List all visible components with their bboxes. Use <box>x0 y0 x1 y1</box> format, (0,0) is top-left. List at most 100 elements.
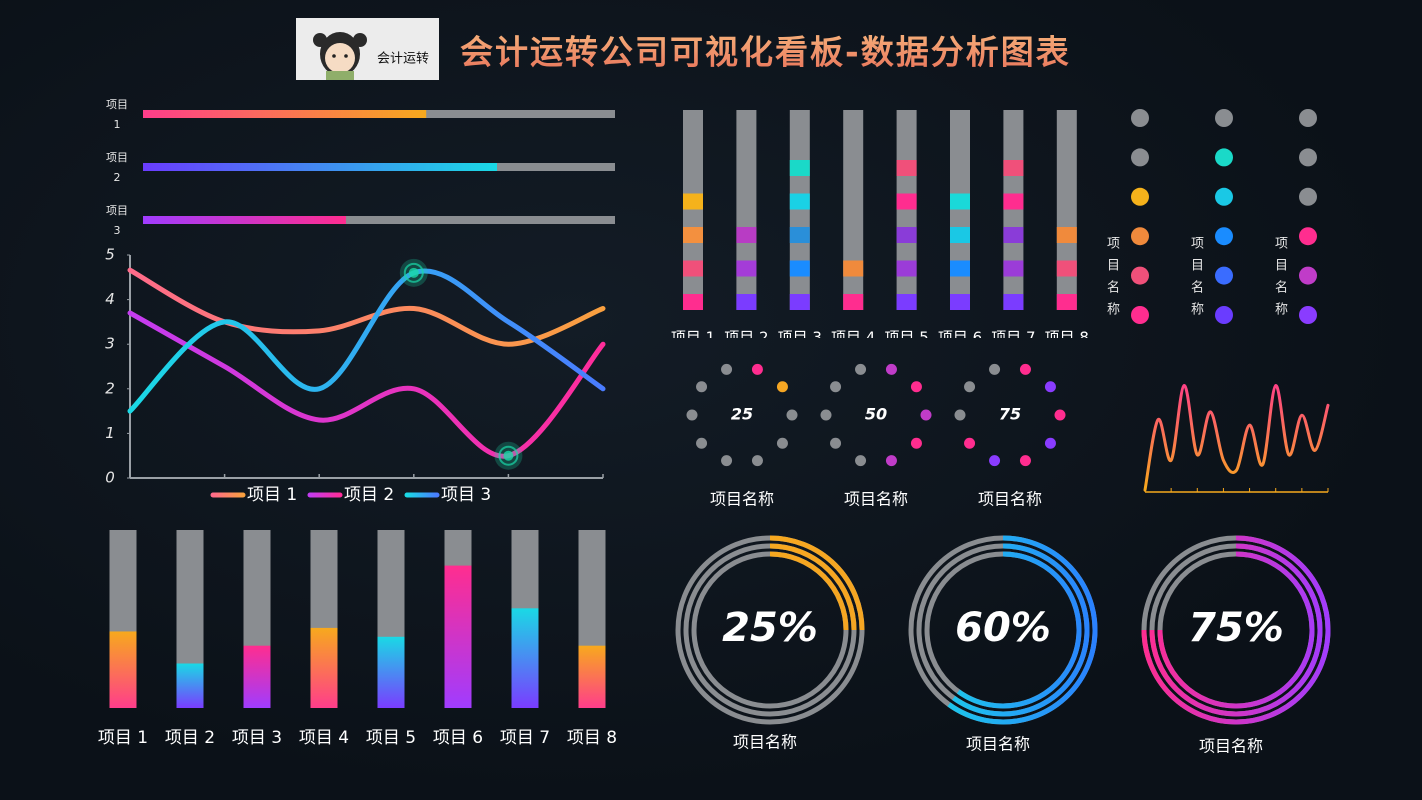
ring-dot <box>1019 455 1031 467</box>
dot <box>1215 266 1233 285</box>
legend-label: 项目 2 <box>344 485 394 505</box>
segment <box>789 193 810 210</box>
ring-dot <box>1044 381 1056 393</box>
segment <box>736 227 757 243</box>
ring-dot <box>885 455 897 467</box>
line-series <box>127 268 606 414</box>
dot <box>1299 306 1317 324</box>
x-tick-label: 项目 5 <box>884 329 928 347</box>
segment <box>896 260 917 277</box>
donut-arc <box>1149 543 1323 717</box>
segment <box>896 160 917 176</box>
donut-value: 60% <box>955 605 1051 651</box>
segment <box>896 294 917 310</box>
logo-text: 会计运转 <box>377 52 429 67</box>
ring-dot <box>989 455 1001 467</box>
donut-label: 项目名称 <box>966 735 1030 754</box>
segment <box>1003 260 1024 277</box>
x-tick-label: 项目 7 <box>991 329 1035 347</box>
y-tick-label: 3 <box>105 335 115 353</box>
dot <box>1299 227 1317 246</box>
progress-bar <box>143 110 427 118</box>
donut-label: 项目名称 <box>1199 737 1263 756</box>
bar <box>511 608 539 708</box>
segment-track <box>1003 110 1024 310</box>
logo-eye <box>332 54 336 58</box>
x-tick-label: 项目 8 <box>567 728 617 748</box>
dot <box>1215 306 1233 324</box>
ring-dot-empty <box>696 381 708 393</box>
donut-label: 项目名称 <box>733 733 797 752</box>
bar <box>243 645 271 708</box>
ring-dot-empty <box>855 363 867 375</box>
segment-track <box>896 110 917 310</box>
ring-dot-empty <box>830 437 842 449</box>
ring-dot-empty <box>751 455 763 467</box>
segment <box>736 294 757 310</box>
segment <box>1003 294 1024 310</box>
x-tick-label: 项目 3 <box>778 329 822 347</box>
segment <box>683 227 703 243</box>
logo: 会计运转 <box>296 18 439 80</box>
donut-arc <box>947 535 1098 725</box>
segment <box>789 260 810 277</box>
x-tick-label: 项目 4 <box>299 728 349 748</box>
ring-dot-empty <box>721 363 733 375</box>
segment-track <box>1056 110 1077 310</box>
column-label: 项目名称 <box>1272 236 1287 324</box>
column-label: 项目名称 <box>1104 236 1119 324</box>
ring-label: 项目名称 <box>710 490 774 509</box>
ring-dot <box>1044 437 1056 449</box>
segment <box>683 260 703 277</box>
segment <box>896 227 917 243</box>
donut-arc <box>769 535 865 631</box>
dot <box>1215 187 1233 206</box>
ring-dot-empty <box>776 437 788 449</box>
sparkline <box>1143 383 1330 492</box>
segment-labels: 项目 1 项目 2 项目 3 项目 4 项目 5 项目 6 项目 7 项目 8 <box>671 329 1089 347</box>
y-tick-label: 5 <box>105 246 115 264</box>
dot <box>1215 109 1233 127</box>
logo-box <box>296 18 439 80</box>
x-tick-label: 项目 1 <box>671 329 715 347</box>
x-tick-label: 项目 2 <box>165 728 215 748</box>
ring-dot <box>910 381 922 393</box>
dot <box>1131 266 1149 285</box>
ring-dot-empty <box>954 409 966 421</box>
progress-label: 项目 1 <box>106 98 128 131</box>
donut-value: 75% <box>1188 605 1284 651</box>
ring-dot-empty <box>820 409 832 421</box>
segment <box>843 260 864 277</box>
progress-bar <box>143 216 346 224</box>
donut-arc <box>952 543 1090 717</box>
bar <box>377 636 405 708</box>
segment-track <box>683 110 703 310</box>
segment <box>1003 193 1024 210</box>
ring-dot-empty <box>964 381 976 393</box>
bar <box>109 631 137 708</box>
segment <box>789 294 810 310</box>
highlight-ring <box>403 262 424 283</box>
segment <box>843 294 864 310</box>
highlight-dot <box>408 267 419 278</box>
x-tick-label: 项目 6 <box>433 728 483 748</box>
ring-dot-empty <box>786 409 798 421</box>
x-tick-label: 项目 3 <box>232 728 282 748</box>
segment <box>950 260 970 277</box>
dot <box>1131 187 1149 206</box>
segment <box>683 193 703 210</box>
segment <box>950 193 970 210</box>
ring-value: 25 <box>731 405 753 424</box>
progress-label: 项目 3 <box>106 204 128 237</box>
dot <box>1131 109 1149 127</box>
dot <box>1131 227 1149 246</box>
ring-value: 50 <box>865 405 887 424</box>
donut-arc <box>1141 535 1331 725</box>
dot <box>1299 109 1317 127</box>
segment <box>736 260 757 277</box>
progress-bar <box>143 163 497 171</box>
dot <box>1215 148 1233 167</box>
ring-value: 75 <box>999 405 1021 424</box>
